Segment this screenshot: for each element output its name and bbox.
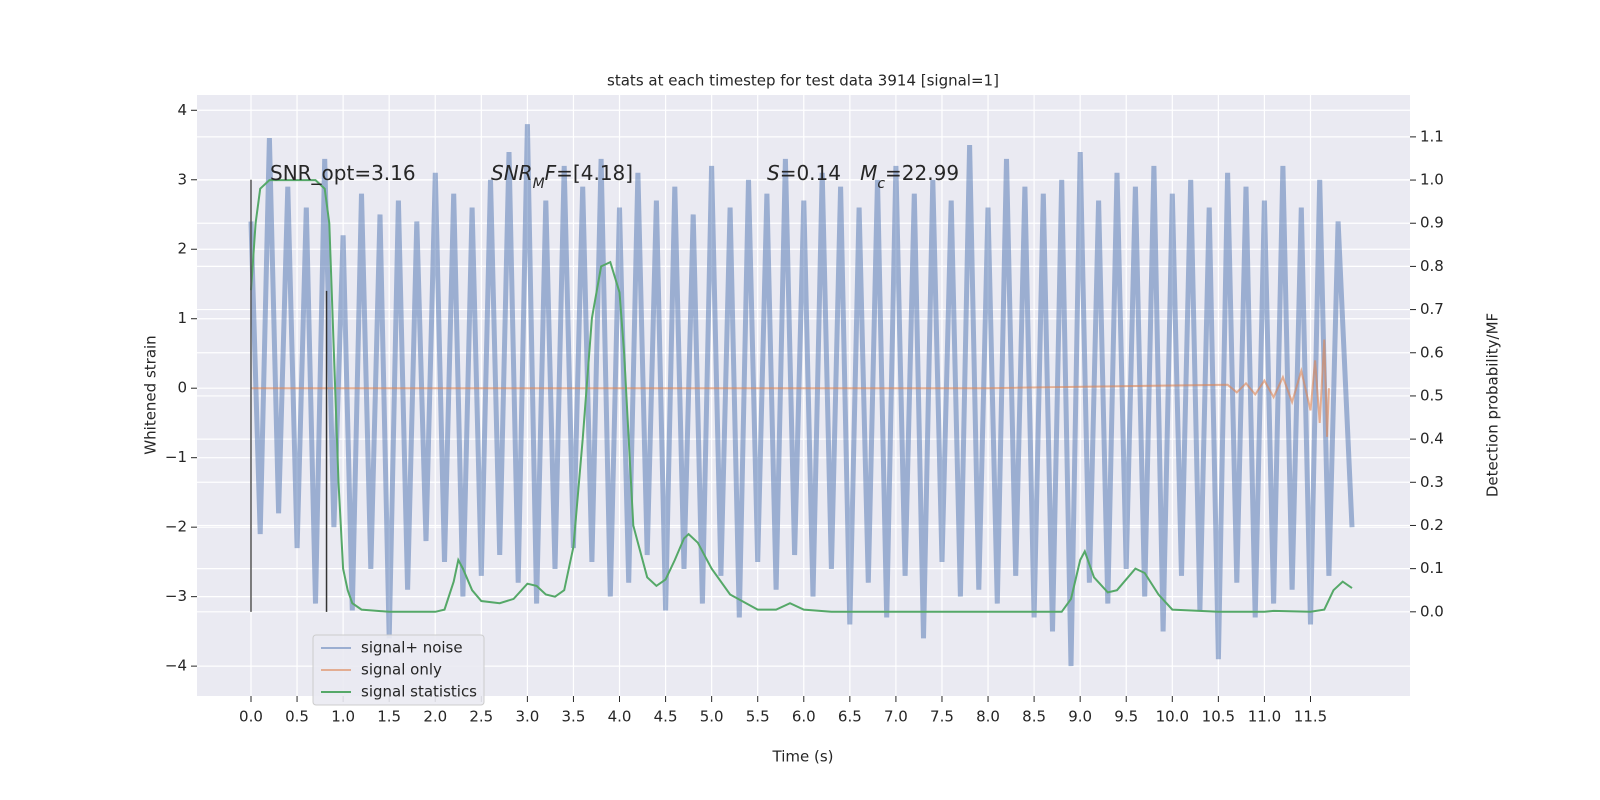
x-tick-label: 5.0 <box>700 708 724 726</box>
x-tick-label: 0.5 <box>285 708 309 726</box>
y2-tick-label: 0.7 <box>1420 300 1444 318</box>
x-tick-label: 1.5 <box>377 708 401 726</box>
legend-box <box>312 634 485 706</box>
annotation-part: SNR_opt=3.16 <box>270 161 416 185</box>
y-tick-label: 4 <box>177 101 187 119</box>
annotation-part: M <box>860 161 877 185</box>
x-tick-label: 6.0 <box>792 708 816 726</box>
y2-tick-label: 0.1 <box>1420 559 1444 577</box>
y2-tick-label: 1.0 <box>1420 171 1444 189</box>
y2-tick-label: 1.1 <box>1420 127 1444 145</box>
y2-axis-label: Detection probability/MF <box>1484 313 1502 497</box>
y2-tick-label: 0.0 <box>1420 602 1444 620</box>
legend-label: signal+ noise <box>361 639 463 657</box>
x-tick-label: 3.0 <box>515 708 539 726</box>
y-tick-label: 2 <box>177 240 187 258</box>
x-tick-label: 8.5 <box>1022 708 1046 726</box>
y-tick-label: 3 <box>177 170 187 188</box>
annotation: SNRMF=[4.18] <box>491 161 633 192</box>
x-tick-label: 1.0 <box>331 708 355 726</box>
legend-label: signal only <box>361 661 442 679</box>
x-tick-label: 9.5 <box>1114 708 1138 726</box>
y-tick-label: −1 <box>165 448 187 466</box>
y-tick-label: −4 <box>165 657 187 675</box>
x-tick-label: 11.0 <box>1248 708 1281 726</box>
x-tick-label: 7.0 <box>884 708 908 726</box>
annotation-part: F <box>545 161 557 185</box>
annotation-part: SNR <box>491 161 533 185</box>
annotation-part: c <box>877 176 885 192</box>
annotation-part: =[4.18] <box>556 161 633 185</box>
y-tick-label: −2 <box>165 518 187 536</box>
x-tick-label: 11.5 <box>1294 708 1327 726</box>
y-axis-label: Whitened strain <box>142 335 160 454</box>
y2-tick-label: 0.4 <box>1420 430 1444 448</box>
x-tick-label: 4.0 <box>608 708 632 726</box>
annotation-part: M <box>533 176 545 192</box>
x-tick-label: 6.5 <box>838 708 862 726</box>
x-tick-label: 5.5 <box>746 708 770 726</box>
y2-tick-label: 0.9 <box>1420 214 1444 232</box>
x-tick-label: 10.5 <box>1202 708 1235 726</box>
y-tick-label: −3 <box>165 587 187 605</box>
x-tick-label: 2.5 <box>469 708 493 726</box>
chart-title: stats at each timestep for test data 391… <box>607 72 999 90</box>
y2-tick-label: 0.3 <box>1420 473 1444 491</box>
y-tick-label: 0 <box>177 379 187 397</box>
y2-tick-label: 0.8 <box>1420 257 1444 275</box>
series-line <box>248 124 1355 667</box>
y2-tick-label: 0.6 <box>1420 343 1444 361</box>
x-tick-label: 2.0 <box>423 708 447 726</box>
y-tick-label: 1 <box>177 309 187 327</box>
series-line <box>250 179 1353 613</box>
x-tick-label: 10.0 <box>1156 708 1189 726</box>
x-tick-label: 8.0 <box>976 708 1000 726</box>
x-tick-label: 7.5 <box>930 708 954 726</box>
legend-label: signal statistics <box>361 683 477 701</box>
x-axis-label: Time (s) <box>772 748 834 766</box>
annotation: SNR_opt=3.16 <box>270 161 416 185</box>
y2-tick-label: 0.5 <box>1420 386 1444 404</box>
annotation-part: S <box>767 161 780 185</box>
x-tick-label: 0.0 <box>239 708 263 726</box>
x-tick-label: 9.0 <box>1068 708 1092 726</box>
x-tick-label: 3.5 <box>562 708 586 726</box>
series-line <box>251 339 1330 437</box>
annotation-part: =0.14 <box>780 161 860 185</box>
x-tick-label: 4.5 <box>654 708 678 726</box>
annotation: S=0.14 Mc=22.99 <box>767 161 959 192</box>
annotation-part: =22.99 <box>885 161 959 185</box>
y2-tick-label: 0.2 <box>1420 516 1444 534</box>
